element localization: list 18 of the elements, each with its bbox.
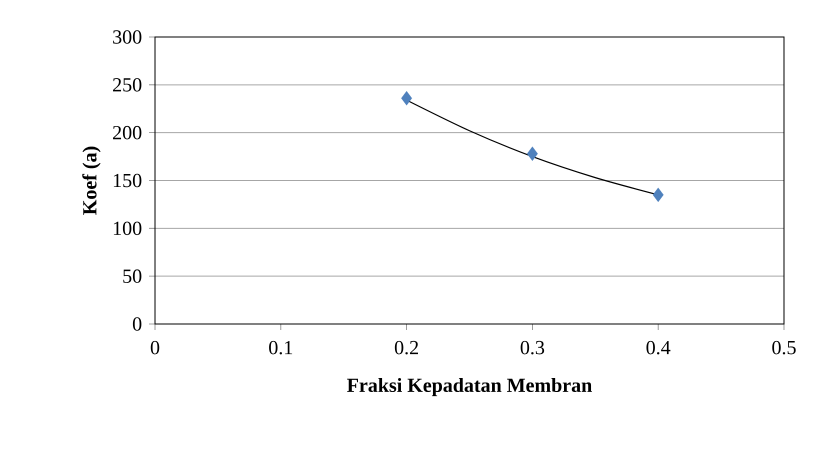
x-tick-label: 0 [150, 340, 160, 354]
y-tick-label: 150 [114, 174, 142, 188]
y-tick-label: 100 [114, 222, 142, 236]
point [652, 188, 664, 202]
point [401, 91, 412, 106]
x-tick-label: 0.5 [772, 340, 796, 354]
y-tick-label: 0 [132, 317, 142, 331]
y-tick-label: 300 [113, 30, 142, 44]
y-tick-label: 250 [113, 78, 142, 92]
y-axis-title: Koef (a) [82, 146, 101, 215]
x-tick-label: 0.1 [269, 340, 292, 354]
y-tick-label: 50 [123, 269, 142, 283]
point [526, 146, 538, 161]
x-tick-label: 0.4 [646, 340, 670, 354]
x-tick-label: 0.2 [394, 340, 418, 354]
y-tick-label: 200 [113, 126, 142, 140]
x-axis-title: Fraksi Kepadatan Membran [347, 378, 592, 396]
x-tick-label: 0.3 [520, 340, 544, 354]
